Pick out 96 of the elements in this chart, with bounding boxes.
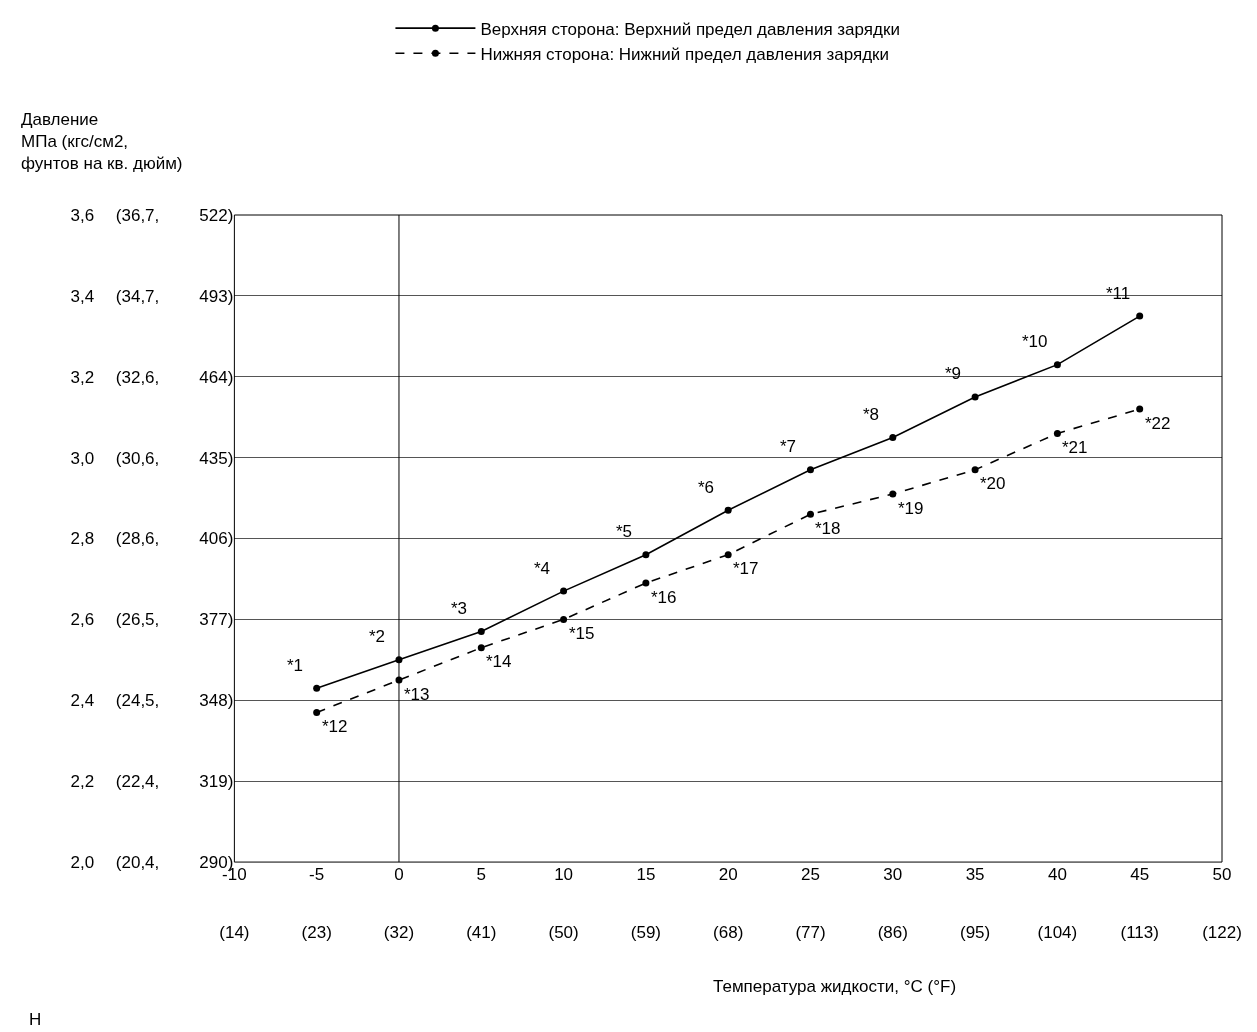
- y2-tick-label: (34,7,: [115, 286, 160, 306]
- point: [724, 551, 732, 559]
- y3-tick-label: 522): [199, 205, 234, 225]
- y-tick-label: 3,6: [70, 205, 95, 225]
- x2-tick-label: (104): [1037, 922, 1078, 942]
- x-tick-label: 40: [1047, 865, 1067, 885]
- y-axis-title: Давление МПа (кгс/см2, фунтов на кв. дюйм): [21, 110, 183, 174]
- annotation: *1: [287, 656, 304, 675]
- y2-tick-label: (26,5,: [115, 610, 160, 630]
- y-tick-label: 3,0: [70, 448, 95, 468]
- y3-tick-label: 377): [199, 610, 234, 630]
- point: [313, 684, 321, 692]
- x-tick-label: 25: [801, 865, 820, 885]
- annotation: *22: [1145, 414, 1171, 433]
- annotation: *10: [1022, 332, 1048, 351]
- y-tick-label: 2,0: [70, 853, 95, 873]
- y3-tick-label: 435): [199, 448, 234, 468]
- annotation: *3: [451, 599, 468, 618]
- point: [1136, 312, 1144, 320]
- point: [971, 466, 979, 474]
- y-tick-label: 2,8: [70, 529, 95, 549]
- x-tick-label: 30: [883, 865, 903, 885]
- x-tick-label: 15: [636, 865, 656, 885]
- y-tick-label: 3,4: [70, 286, 95, 306]
- point: [477, 644, 485, 652]
- x2-tick-label: (68): [713, 922, 744, 942]
- annotation: *18: [815, 519, 841, 538]
- point: [1053, 429, 1061, 437]
- annotation: *14: [486, 652, 512, 671]
- x2-tick-label: (50): [548, 922, 579, 942]
- y-tick-label: 2,4: [70, 691, 95, 711]
- x-tick-label: 20: [718, 865, 738, 885]
- point: [313, 708, 321, 716]
- y2-tick-label: (36,7,: [115, 205, 160, 225]
- x2-tick-label: (86): [877, 922, 908, 942]
- y2-tick-label: (24,5,: [115, 691, 160, 711]
- y2-tick-label: (30,6,: [115, 448, 160, 468]
- annotation: *12: [322, 717, 348, 736]
- y-tick-label: 2,2: [70, 772, 95, 792]
- annotation: *5: [616, 522, 633, 541]
- annotation: *8: [863, 405, 880, 424]
- x-tick-label: 45: [1130, 865, 1150, 885]
- annotation: *16: [651, 588, 677, 607]
- annotation: *2: [369, 627, 386, 646]
- point: [560, 587, 568, 595]
- x2-tick-label: (32): [383, 922, 415, 942]
- y-tick-label: 2,6: [70, 610, 95, 630]
- y-tick-label: 3,2: [70, 367, 95, 387]
- x-tick-label: 10: [554, 865, 574, 885]
- x2-tick-label: (122): [1202, 922, 1242, 942]
- legend-label: Нижняя сторона: Нижний предел давления зарядки: [480, 44, 890, 64]
- x-tick-label: 50: [1212, 865, 1232, 885]
- x2-tick-label: (41): [466, 922, 497, 942]
- y2-tick-label: (20,4,: [115, 853, 160, 873]
- point: [1136, 405, 1144, 413]
- point: [642, 579, 650, 587]
- annotation: *20: [980, 474, 1006, 493]
- y3-tick-label: 406): [199, 529, 234, 549]
- x-tick-label: 5: [476, 865, 487, 885]
- x-tick-label: 0: [394, 865, 404, 885]
- point: [889, 490, 897, 498]
- point: [889, 433, 897, 441]
- y2-tick-label: (32,6,: [115, 367, 160, 387]
- x2-tick-label: (14): [219, 922, 250, 942]
- x2-tick-label: (113): [1120, 922, 1159, 942]
- point: [642, 551, 650, 559]
- x-tick-label: 35: [965, 865, 985, 885]
- x2-tick-label: (95): [959, 922, 991, 942]
- annotation: *17: [733, 559, 759, 578]
- y3-tick-label: 464): [199, 367, 234, 387]
- annotation: *6: [698, 478, 715, 497]
- point: [806, 466, 814, 474]
- point: [806, 510, 814, 518]
- x2-tick-label: (77): [795, 922, 826, 942]
- annotation: *7: [780, 437, 797, 456]
- annotation: *19: [898, 499, 924, 518]
- x-axis-title: Температура жидкости, °C (°F): [713, 977, 957, 996]
- y2-tick-label: (22,4,: [115, 772, 160, 792]
- x2-tick-label: (59): [630, 922, 661, 942]
- point: [560, 615, 568, 623]
- y3-tick-label: 319): [199, 772, 234, 792]
- point: [724, 506, 732, 514]
- y2-tick-label: (28,6,: [115, 529, 160, 549]
- point: [477, 628, 485, 636]
- x-tick-label: -5: [309, 865, 325, 885]
- y3-tick-label: 348): [199, 691, 234, 711]
- y3-tick-label: 493): [199, 286, 234, 306]
- legend-label: Верхняя сторона: Верхний предел давления зарядки: [480, 19, 900, 39]
- annotation: *4: [534, 559, 551, 578]
- text: Н: [29, 1010, 42, 1029]
- annotation: *15: [569, 624, 595, 643]
- point: [971, 393, 979, 401]
- point: [1053, 361, 1061, 369]
- annotation: *21: [1062, 438, 1088, 457]
- annotation: *13: [404, 685, 430, 704]
- x2-tick-label: (23): [301, 922, 332, 942]
